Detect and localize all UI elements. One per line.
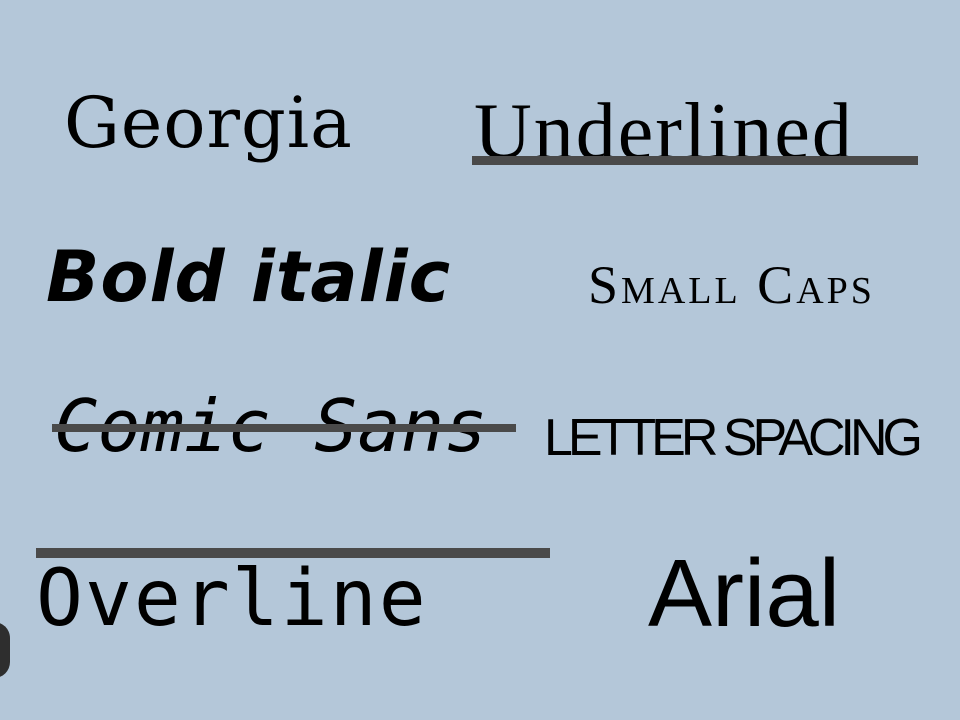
- strikethrough-decoration: [52, 424, 516, 432]
- overline-sample: Overline: [36, 554, 428, 644]
- georgia-sample: Georgia: [64, 82, 353, 164]
- arial-sample: Arial: [648, 540, 841, 647]
- letter-spacing-sample: LETTER SPACING: [544, 409, 923, 467]
- small-caps-sample: Small Caps: [588, 255, 875, 315]
- overline-decoration: [36, 548, 550, 558]
- edge-scroll-button[interactable]: [0, 622, 10, 678]
- bold-italic-sample: Bold italic: [46, 236, 452, 318]
- underline-decoration: [472, 156, 918, 165]
